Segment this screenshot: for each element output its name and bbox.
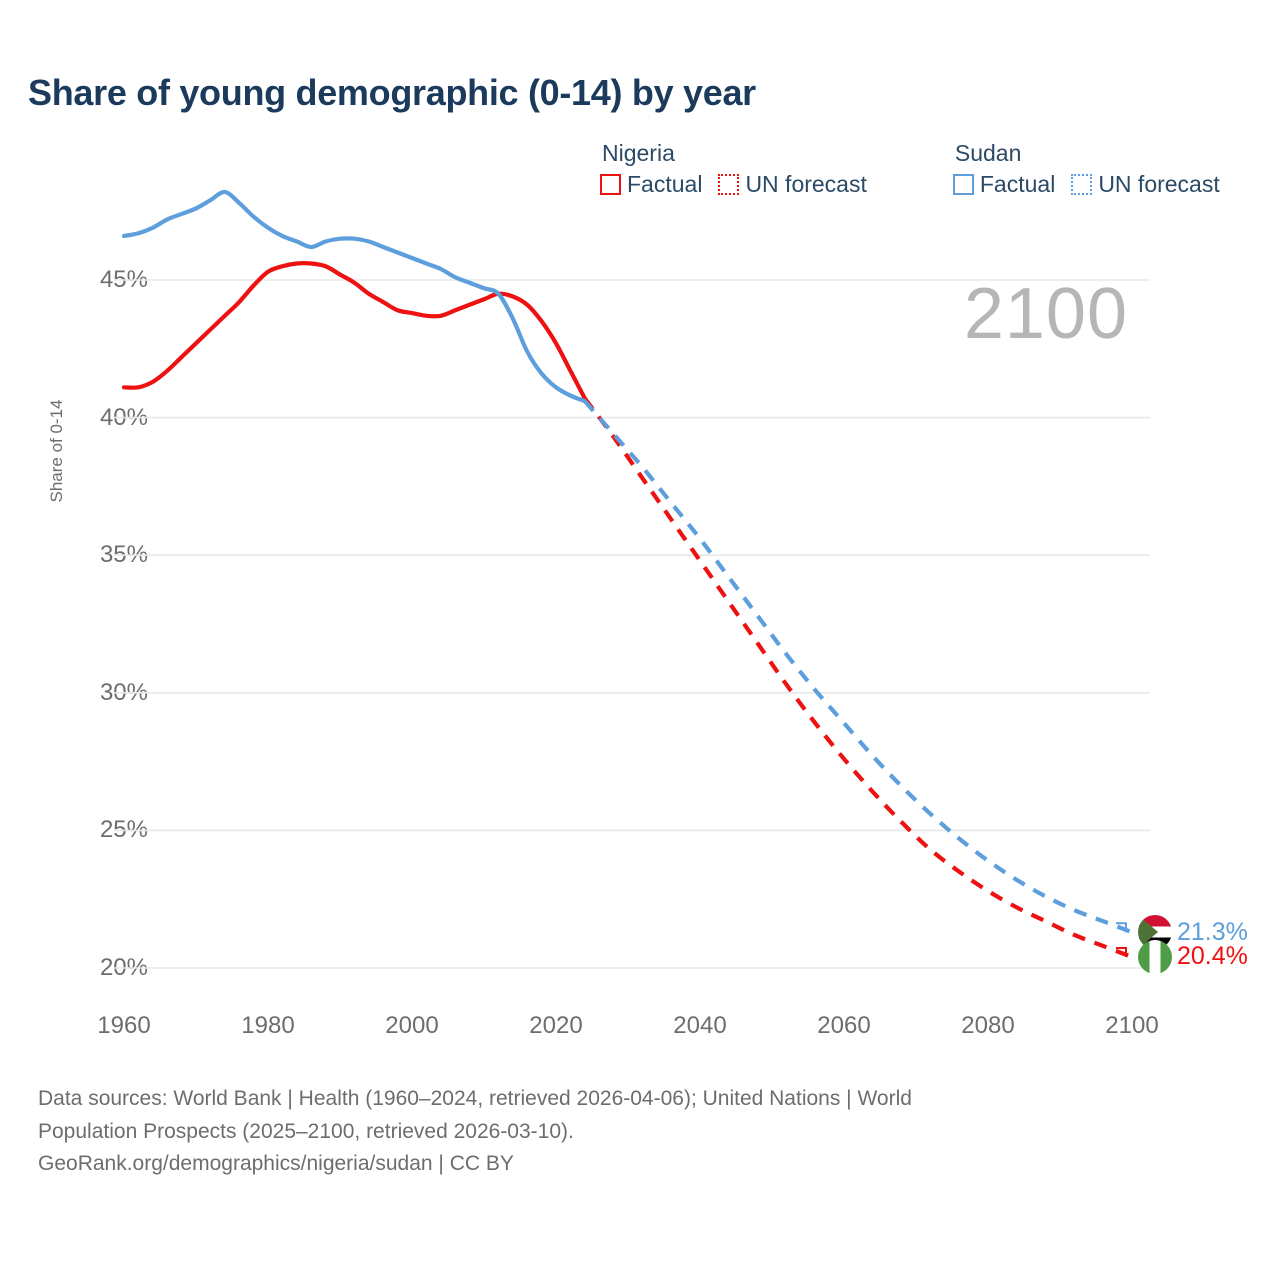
legend-label-sudan-forecast: UN forecast <box>1098 171 1220 197</box>
legend-item-sudan-factual[interactable]: Factual <box>952 171 1056 197</box>
series-line-forecast-sudan <box>583 399 1133 935</box>
x-axis-tick: 2100 <box>1105 1012 1159 1039</box>
legend-swatch-dotted-icon <box>1071 174 1093 195</box>
x-axis-tick: 2040 <box>673 1012 727 1039</box>
x-axis-tick: 1960 <box>97 1012 151 1039</box>
legend-item-sudan-forecast[interactable]: UN forecast <box>1071 171 1220 197</box>
legend-item-nigeria-forecast[interactable]: UN forecast <box>718 171 867 197</box>
nigeria-flag-icon <box>1138 939 1172 974</box>
watermark-year-label: 2100 <box>963 274 1128 354</box>
legend-label-sudan-factual: Factual <box>979 171 1056 197</box>
end-marker-nigeria: 20.4% <box>1138 939 1248 974</box>
x-axis-tick: 1980 <box>241 1012 295 1039</box>
footer-line-1: Data sources: World Bank | Health (1960–… <box>38 1087 912 1110</box>
legend-swatch-solid-icon <box>600 174 621 195</box>
series-end-connector <box>1116 946 1127 957</box>
series-line-forecast-nigeria <box>583 397 1133 959</box>
chart-canvas <box>114 189 1150 969</box>
x-axis-tick: 2080 <box>961 1012 1015 1039</box>
legend-label-nigeria-factual: Factual <box>627 171 703 197</box>
chart-legend: Nigeria Factual UN forecast Sudan Factua… <box>600 142 1220 196</box>
legend-swatch-dotted-icon <box>718 174 740 195</box>
series-line-factual-nigeria <box>121 261 587 401</box>
x-axis-tick: 2060 <box>817 1012 871 1039</box>
series-line-factual-sudan <box>121 189 587 404</box>
legend-label-nigeria-forecast: UN forecast <box>745 171 867 197</box>
legend-country-nigeria: Nigeria <box>602 140 675 166</box>
legend-swatch-solid-icon <box>952 174 974 195</box>
legend-group-sudan: Sudan Factual UN forecast <box>952 140 1220 197</box>
series-end-connector <box>1116 922 1127 933</box>
x-axis-tick: 2020 <box>529 1012 583 1039</box>
legend-item-nigeria-factual[interactable]: Factual <box>600 173 702 196</box>
footer-line-3[interactable]: GeoRank.org/demographics/nigeria/sudan |… <box>38 1152 514 1176</box>
legend-group-nigeria: Nigeria Factual UN forecast <box>600 142 867 196</box>
chart-plot-area: 2100 Share of 0-14 20% 25% 30% 35% 40% 45% 19… <box>47 189 1248 1039</box>
footer-credits: Data sources: World Bank | Health (1960–… <box>38 1083 1198 1181</box>
legend-country-sudan: Sudan <box>954 140 1022 166</box>
page-title: Share of young demographic (0-14) by yea… <box>28 72 756 113</box>
end-value-label: 20.4% <box>1177 942 1248 971</box>
end-value-label: 21.3% <box>1177 917 1248 946</box>
x-axis-tick: 2000 <box>385 1012 439 1039</box>
footer-line-2: Population Prospects (2025–2100, retriev… <box>38 1119 574 1143</box>
